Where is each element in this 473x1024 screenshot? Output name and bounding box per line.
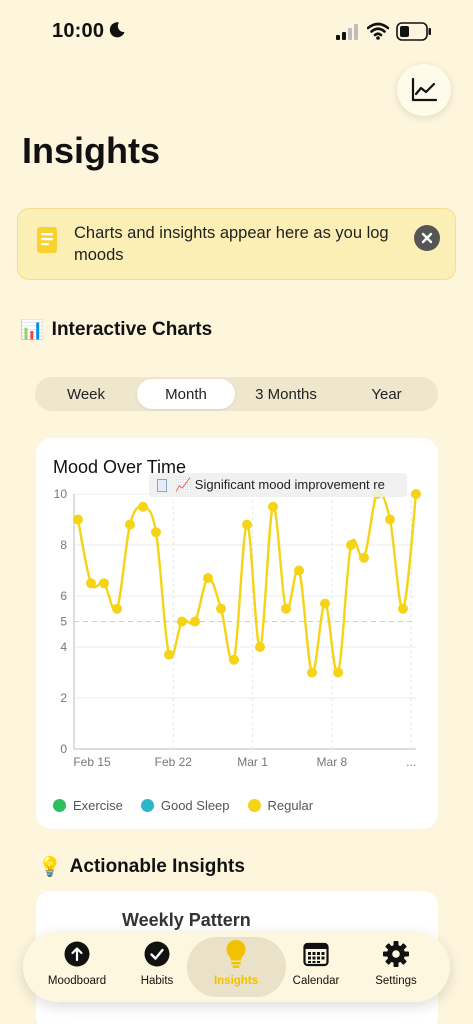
x-tick-label: Feb 22 bbox=[155, 755, 193, 769]
signal-icon bbox=[336, 24, 358, 40]
legend-item-exercise: Exercise bbox=[53, 798, 123, 813]
lightbulb-emoji-icon: 💡 bbox=[38, 857, 62, 878]
y-tick-label: 4 bbox=[60, 640, 67, 654]
data-point bbox=[411, 489, 421, 499]
legend-item-regular: Regular bbox=[247, 797, 314, 813]
tooltip-swatch-icon bbox=[157, 478, 167, 492]
chart-view-button[interactable] bbox=[397, 64, 451, 116]
status-bar: 10:00 bbox=[0, 0, 473, 62]
charts-section-heading: 📊 Interactive Charts bbox=[20, 318, 212, 342]
legend-label-exercise: Exercise bbox=[73, 797, 123, 813]
range-tab-month[interactable]: Month bbox=[137, 379, 235, 409]
tooltip-text: 📈 Significant mood improvement re bbox=[175, 477, 385, 492]
data-point bbox=[112, 603, 122, 614]
range-selector: Week Month 3 Months Year bbox=[35, 377, 438, 411]
document-icon bbox=[37, 227, 57, 253]
range-tab-year[interactable]: Year bbox=[371, 385, 402, 403]
range-tab-3-months[interactable]: 3 Months bbox=[255, 385, 317, 403]
data-point bbox=[359, 552, 369, 563]
data-point bbox=[216, 603, 226, 614]
legend-dot-good-sleep bbox=[140, 798, 154, 812]
dismiss-banner-button[interactable] bbox=[414, 225, 440, 251]
tab-settings[interactable]: Settings bbox=[354, 940, 438, 996]
legend-label-good-sleep: Good Sleep bbox=[160, 797, 230, 813]
x-tick-label: Mar 8 bbox=[317, 755, 348, 769]
data-point bbox=[307, 667, 317, 678]
gear-icon bbox=[383, 941, 409, 967]
info-banner: Charts and insights appear here as you l… bbox=[17, 208, 456, 280]
insights-section-heading: 💡 Actionable Insights bbox=[38, 855, 245, 879]
data-point bbox=[203, 573, 213, 584]
data-point bbox=[151, 527, 161, 538]
tab-label-moodboard: Moodboard bbox=[47, 975, 107, 987]
data-point bbox=[320, 598, 330, 609]
data-point bbox=[164, 649, 174, 660]
insights-section-title: Actionable Insights bbox=[69, 856, 245, 877]
data-point bbox=[346, 540, 356, 550]
data-point bbox=[398, 603, 408, 614]
banner-text: Charts and insights appear here as you l… bbox=[74, 224, 389, 264]
tab-habits[interactable]: Habits bbox=[115, 940, 199, 996]
y-tick-label: 5 bbox=[60, 615, 67, 629]
tab-label-settings: Settings bbox=[375, 975, 417, 987]
tab-moodboard[interactable]: Moodboard bbox=[35, 940, 119, 996]
status-time: 10:00 bbox=[52, 20, 105, 42]
tab-bar: Moodboard Habits Insights bbox=[23, 932, 450, 1002]
data-point bbox=[99, 578, 109, 589]
moon-icon bbox=[109, 22, 125, 38]
data-point bbox=[242, 519, 252, 530]
data-point bbox=[294, 565, 304, 576]
bar-chart-emoji-icon: 📊 bbox=[20, 320, 44, 341]
charts-section-title: Interactive Charts bbox=[51, 319, 213, 340]
data-point bbox=[385, 514, 395, 525]
data-point bbox=[333, 667, 343, 678]
page-title: Insights bbox=[22, 130, 161, 171]
y-tick-label: 8 bbox=[60, 538, 67, 552]
data-point bbox=[73, 514, 83, 525]
mood-chart-card: 0 2 4 5 6 8 10 Feb 15 Feb 22 Mar 1 Mar 8... Mood O… bbox=[36, 438, 438, 829]
battery-icon bbox=[396, 22, 431, 41]
y-tick-label: 6 bbox=[60, 589, 67, 603]
data-point bbox=[190, 616, 200, 627]
data-point bbox=[255, 642, 265, 652]
series-line-regular bbox=[76, 491, 418, 675]
x-tick-label: ... bbox=[406, 755, 416, 769]
chart-title: Mood Over Time bbox=[53, 457, 187, 477]
arrow-up-circle-icon bbox=[64, 941, 90, 967]
data-point bbox=[86, 578, 96, 589]
data-point bbox=[138, 501, 148, 512]
tab-label-calendar: Calendar bbox=[292, 975, 340, 987]
data-point bbox=[125, 519, 135, 530]
legend-item-good-sleep: Good Sleep bbox=[140, 797, 230, 813]
chart-legend: Exercise Good Sleep Regular bbox=[53, 796, 331, 814]
y-tick-label: 10 bbox=[54, 487, 68, 501]
tab-label-habits: Habits bbox=[140, 975, 174, 987]
wifi-icon bbox=[367, 22, 389, 40]
legend-label-regular: Regular bbox=[267, 797, 314, 813]
y-tick-label: 2 bbox=[60, 691, 67, 705]
lightbulb-icon bbox=[226, 940, 246, 968]
data-point bbox=[268, 501, 278, 512]
close-icon bbox=[421, 232, 433, 244]
calendar-icon bbox=[303, 942, 329, 967]
insight-card-title: Weekly Pattern bbox=[122, 910, 251, 930]
y-tick-label: 0 bbox=[60, 742, 67, 756]
data-point bbox=[229, 654, 239, 665]
x-tick-label: Feb 15 bbox=[73, 755, 111, 769]
tab-insights[interactable]: Insights bbox=[194, 940, 278, 996]
tab-calendar[interactable]: Calendar bbox=[274, 940, 358, 996]
checkmark-circle-icon bbox=[144, 941, 170, 967]
line-chart-icon bbox=[411, 77, 438, 102]
data-point bbox=[177, 616, 187, 627]
legend-dot-exercise bbox=[53, 798, 66, 812]
data-point bbox=[281, 603, 291, 614]
legend-dot-regular bbox=[247, 798, 261, 812]
chart-tooltip: 📈 Significant mood improvement re bbox=[149, 473, 407, 497]
range-tab-week[interactable]: Week bbox=[66, 385, 106, 403]
x-tick-label: Mar 1 bbox=[237, 755, 268, 769]
tab-label-insights: Insights bbox=[213, 975, 259, 987]
